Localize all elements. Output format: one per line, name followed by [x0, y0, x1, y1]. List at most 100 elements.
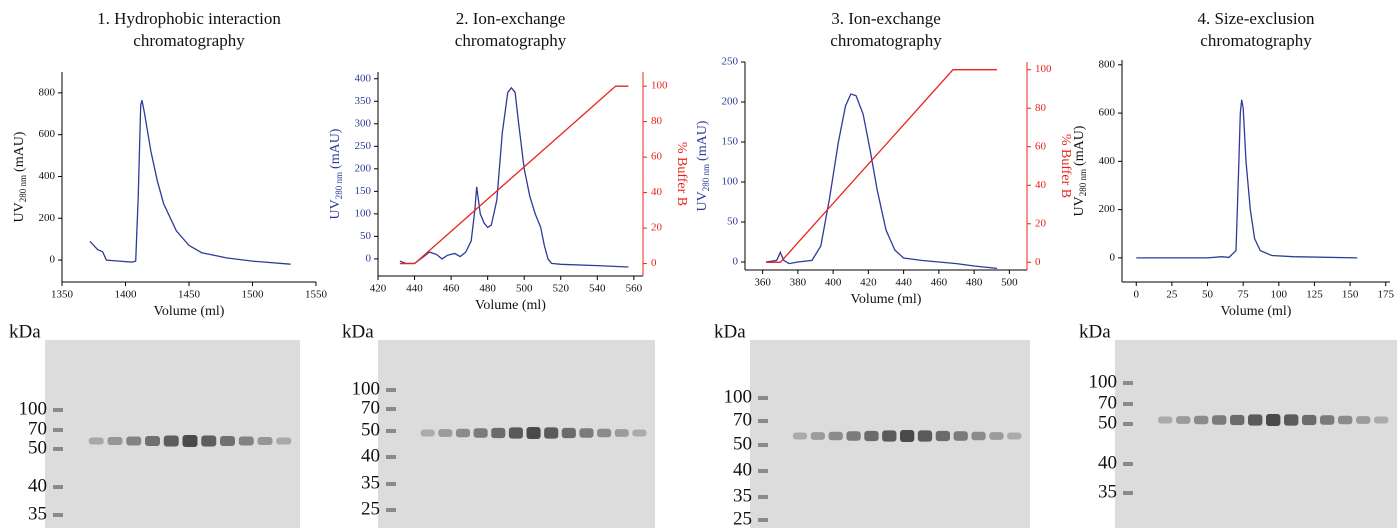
- protein-band: [1356, 416, 1371, 424]
- y2-tick-label: 0: [1035, 256, 1041, 268]
- gel-marker-label: 70: [361, 397, 380, 418]
- y-axis-label: UV280 nm (mAU): [695, 120, 711, 211]
- x-tick-label: 520: [553, 283, 570, 295]
- trace: [766, 69, 997, 263]
- y2-tick-label: 100: [651, 80, 668, 92]
- gel-unit: kDa: [714, 321, 746, 342]
- ladder-band: [386, 407, 396, 411]
- chart-title: chromatography: [830, 31, 942, 50]
- y2-tick-label: 60: [651, 151, 663, 163]
- x-axis-label: Volume (ml): [154, 304, 225, 319]
- protein-band: [1007, 432, 1022, 440]
- protein-band: [1248, 414, 1263, 426]
- y-tick-label: 0: [733, 256, 739, 268]
- y2-tick-label: 20: [651, 222, 663, 234]
- protein-band: [828, 431, 843, 441]
- gel-marker-label: 35: [733, 485, 752, 506]
- protein-band: [935, 430, 950, 442]
- trace: [399, 85, 629, 265]
- gel-marker-label: 40: [1098, 452, 1117, 473]
- y-tick-label: 250: [355, 140, 372, 152]
- protein-band: [257, 437, 273, 445]
- y-tick-label: 800: [1099, 58, 1116, 70]
- y2-axis-label: % Buffer B: [674, 142, 689, 206]
- x-tick-label: 150: [1342, 289, 1359, 301]
- x-tick-label: 1450: [178, 289, 201, 301]
- y-tick-label: 0: [50, 254, 56, 266]
- protein-band: [900, 430, 915, 442]
- y-tick-label: 50: [727, 216, 739, 228]
- x-tick-label: 460: [931, 277, 948, 289]
- y-tick-label: 600: [39, 128, 56, 140]
- y-tick-label: 250: [722, 56, 739, 68]
- gel-marker-label: 25: [361, 498, 380, 519]
- gel-image: [1115, 340, 1397, 528]
- ladder-band: [53, 408, 63, 412]
- ladder-band: [53, 447, 63, 451]
- protein-band: [1374, 416, 1389, 424]
- y-tick-label: 200: [1099, 203, 1116, 215]
- gel-marker-label: 40: [733, 459, 752, 480]
- x-tick-label: 1350: [51, 289, 74, 301]
- protein-band: [597, 428, 612, 438]
- protein-band: [579, 428, 594, 438]
- protein-band: [88, 437, 104, 445]
- ladder-band: [1123, 491, 1133, 495]
- x-tick-label: 480: [479, 283, 496, 295]
- gel-unit: kDa: [9, 321, 41, 342]
- y-tick-label: 200: [722, 96, 739, 108]
- y-tick-label: 50: [360, 230, 372, 242]
- protein-band: [1338, 415, 1353, 425]
- y-label-main: UV: [12, 202, 27, 222]
- protein-band: [810, 432, 825, 440]
- x-tick-label: 125: [1306, 289, 1323, 301]
- y-label-unit: (mAU): [328, 128, 343, 169]
- ladder-band: [386, 508, 396, 512]
- protein-band: [1266, 414, 1281, 426]
- protein-band: [632, 429, 647, 437]
- ladder-band: [758, 443, 768, 447]
- ladder-band: [386, 388, 396, 392]
- y-tick-label: 600: [1099, 107, 1116, 119]
- ladder-band: [386, 482, 396, 486]
- y-label-sub: 280 nm: [18, 175, 28, 202]
- protein-band: [1284, 414, 1299, 426]
- y-tick-label: 350: [355, 95, 372, 107]
- protein-band: [438, 429, 453, 437]
- protein-band: [145, 436, 160, 446]
- x-tick-label: 440: [406, 283, 423, 295]
- gel-marker-label: 50: [733, 433, 752, 454]
- x-tick-label: 460: [443, 283, 460, 295]
- x-tick-label: 0: [1134, 289, 1140, 301]
- protein-band: [561, 427, 576, 439]
- protein-band: [420, 429, 435, 437]
- gel-marker-label: 100: [352, 378, 381, 399]
- trace: [1136, 99, 1358, 259]
- x-tick-label: 500: [516, 283, 533, 295]
- x-tick-label: 1550: [305, 289, 328, 301]
- y-tick-label: 0: [1110, 251, 1116, 263]
- y-tick-label: 400: [355, 72, 372, 84]
- protein-band: [508, 427, 523, 439]
- gel-marker-label: 25: [733, 508, 752, 528]
- gel-marker-label: 40: [361, 445, 380, 466]
- y-tick-label: 150: [722, 136, 739, 148]
- ladder-band: [53, 485, 63, 489]
- gel-marker-label: 35: [1098, 481, 1117, 502]
- protein-band: [1158, 416, 1173, 424]
- ladder-band: [1123, 381, 1133, 385]
- protein-band: [917, 430, 933, 442]
- chart-title: 4. Size-exclusion: [1197, 9, 1315, 28]
- y-label-unit: (mAU): [1072, 125, 1087, 166]
- y-tick-label: 200: [355, 162, 372, 174]
- gel-marker-label: 70: [1098, 392, 1117, 413]
- y2-tick-label: 0: [651, 257, 657, 269]
- x-axis-label: Volume (ml): [851, 292, 922, 307]
- y2-tick-label: 80: [651, 115, 663, 127]
- protein-band: [614, 429, 629, 437]
- x-tick-label: 480: [966, 277, 983, 289]
- protein-band: [491, 427, 506, 439]
- protein-band: [276, 437, 292, 445]
- y-tick-label: 100: [722, 176, 739, 188]
